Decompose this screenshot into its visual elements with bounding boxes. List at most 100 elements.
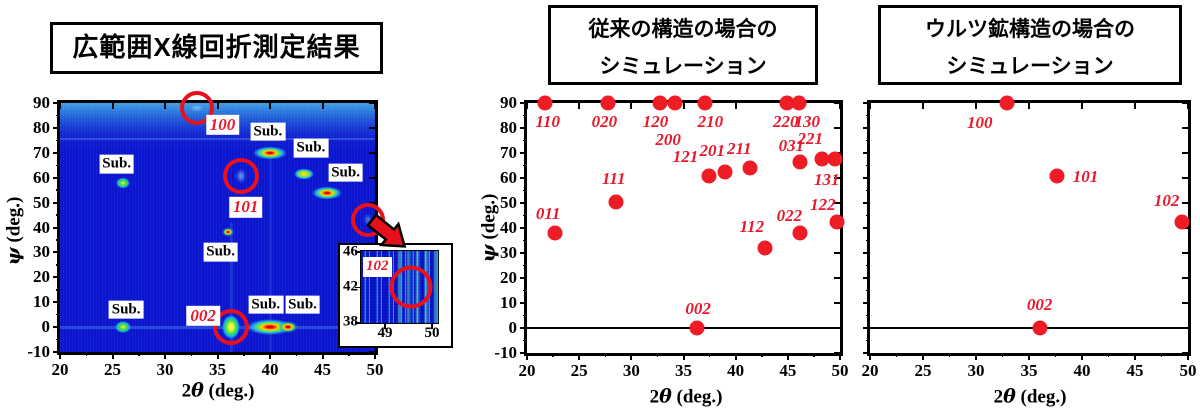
y-tick — [520, 202, 527, 204]
scatter-point-220 — [779, 95, 795, 111]
y-tick — [1182, 152, 1188, 154]
wurtzite-title-box: ウルツ鉱構造の場合の シミュレーション — [878, 5, 1182, 85]
y-tick — [53, 176, 60, 179]
conventional-title-box: 従来の構造の場合の シミュレーション — [548, 5, 818, 85]
inset-tick — [355, 286, 360, 288]
y-tick — [53, 126, 60, 129]
point-label-121: 121 — [672, 146, 699, 166]
x-tick — [164, 352, 166, 359]
y-tick-label: 60 — [33, 167, 50, 187]
scatter-point-200 — [667, 95, 683, 111]
y-minor-tick — [56, 164, 60, 166]
y-minor-tick — [523, 314, 527, 317]
inset-box: 102 46 42 38 49 50 — [338, 243, 453, 348]
point-label-221: 221 — [797, 129, 824, 149]
conventional-ylabel: ψ (deg.) — [477, 193, 500, 263]
y-tick — [520, 227, 527, 229]
point-label-220: 220 — [773, 112, 799, 131]
x-minor-tick — [708, 353, 711, 357]
y-tick — [53, 251, 60, 254]
point-label-002: 002 — [685, 299, 711, 318]
x-minor-tick — [552, 353, 554, 357]
inset-tick — [355, 322, 360, 324]
y-tick-label: 20 — [33, 267, 50, 287]
y-tick — [1182, 277, 1188, 279]
y-minor-tick — [866, 314, 870, 317]
point-label-002: 002 — [1026, 295, 1053, 314]
y-tick — [863, 202, 870, 204]
y-minor-tick — [866, 139, 870, 142]
y-minor-tick — [56, 139, 60, 142]
x-tick — [1134, 103, 1136, 109]
plot-frame-conventional-sim — [524, 100, 843, 356]
x-minor-tick — [1160, 353, 1163, 357]
y-tick — [369, 151, 375, 154]
y-tick — [863, 327, 870, 329]
y-minor-tick — [523, 189, 527, 192]
scatter-point-110 — [537, 95, 553, 111]
x-tick — [321, 352, 324, 359]
x-tick-label: 35 — [1020, 361, 1038, 380]
y-minor-tick — [866, 339, 870, 342]
scatter-point-100 — [999, 95, 1015, 111]
y-tick — [53, 201, 60, 204]
x-tick — [975, 353, 977, 360]
scatter-point-011 — [547, 225, 563, 241]
point-label-200: 200 — [655, 130, 681, 149]
x-tick — [269, 352, 271, 359]
y-tick — [1182, 352, 1188, 354]
point-label-210: 210 — [697, 112, 724, 131]
y-tick — [863, 352, 870, 354]
plot-frame-wurtzite-sim — [867, 100, 1191, 356]
y-tick — [53, 226, 60, 229]
diffraction-spot — [116, 177, 130, 189]
y-tick-label: 40 — [33, 217, 50, 237]
x-tick-label: 20 — [51, 360, 69, 379]
y-minor-tick — [56, 189, 60, 191]
y-minor-tick — [866, 189, 870, 192]
peak-circle-101 — [222, 158, 259, 195]
substrate-peak-label: Sub. — [328, 163, 363, 183]
scatter-point-121 — [701, 168, 717, 183]
y-minor-tick — [866, 289, 870, 292]
point-label-122: 122 — [810, 194, 836, 214]
y-minor-tick — [866, 114, 870, 117]
x-minor-tick — [1107, 353, 1110, 357]
x-tick — [922, 353, 924, 360]
y-tick — [520, 102, 527, 104]
scatter-point-210 — [697, 95, 713, 111]
y-tick — [53, 301, 60, 304]
peak-circle-002 — [213, 309, 250, 346]
point-label-100: 100 — [966, 113, 993, 132]
substrate-peak-label: Sub. — [248, 295, 284, 315]
y-minor-tick — [523, 214, 527, 217]
x-tick — [922, 103, 924, 109]
heatmap-streak — [230, 223, 234, 352]
point-label-022: 022 — [776, 206, 803, 225]
y-tick — [520, 177, 527, 179]
substrate-peak-label: Sub. — [108, 300, 144, 320]
scatter-point-120 — [652, 95, 667, 111]
x-tick — [269, 103, 271, 109]
x-tick — [682, 103, 685, 109]
x-tick — [869, 353, 871, 360]
y-tick — [863, 177, 870, 179]
x-tick — [1028, 353, 1030, 360]
wurtzite-xlabel: 2θ (deg.) — [993, 385, 1067, 408]
y-minor-tick — [523, 139, 527, 142]
inset-peak-label: 102 — [363, 257, 392, 277]
inset-pointer-arrow — [366, 213, 407, 248]
x-tick — [1187, 103, 1189, 109]
x-tick-label: 30 — [967, 361, 985, 380]
y-tick-label: -10 — [27, 342, 50, 361]
y-tick-label: 50 — [500, 193, 517, 212]
scatter-point-211 — [742, 160, 758, 176]
x-minor-tick — [1001, 353, 1004, 357]
scatter-point-201 — [717, 164, 733, 180]
y-tick — [369, 201, 375, 204]
y-tick — [863, 252, 870, 254]
point-label-120: 120 — [642, 112, 669, 131]
scatter-point-111 — [608, 194, 624, 210]
peak-circle-100 — [179, 90, 214, 125]
y-tick — [53, 326, 60, 329]
